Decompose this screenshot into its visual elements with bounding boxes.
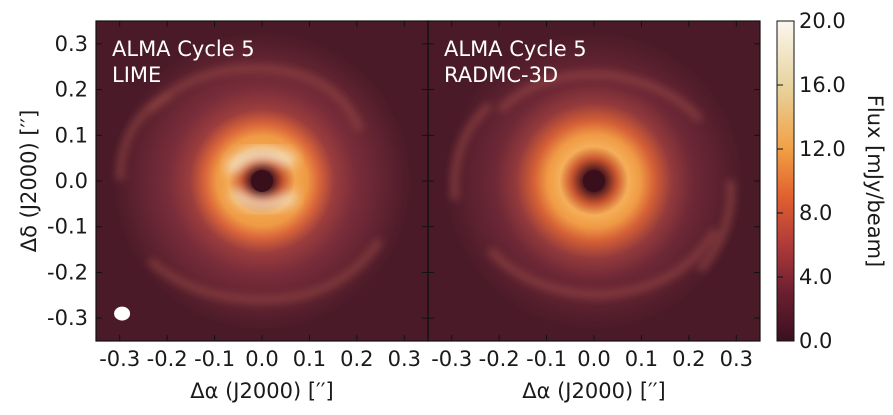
y-tick-label: 0.2	[55, 78, 88, 102]
panel-right-label-1: ALMA Cycle 5	[444, 37, 587, 61]
x-tick-labels: -0.3 -0.2 -0.1 0.0 0.1 0.2 0.3 -0.3 -0.2 -0.1 0.0 0…	[99, 347, 753, 371]
y-tick-label: -0.2	[47, 260, 88, 284]
colorbar	[776, 20, 795, 342]
y-tick-label: 0.1	[55, 123, 88, 147]
beam-ellipse	[114, 306, 131, 321]
axis-ticks	[96, 21, 760, 341]
panel-left-image	[96, 21, 428, 341]
colorbar-tick-label: 0.0	[799, 329, 832, 353]
x-tick-label: 0.3	[388, 347, 421, 371]
colorbar-ticks: 20.0 16.0 12.0 8.0 4.0 0.0	[777, 9, 846, 353]
x-tick-label: -0.1	[194, 347, 235, 371]
x-axis-label-left: Δα (J2000) [′′]	[190, 379, 334, 403]
x-tick-label: -0.3	[431, 347, 472, 371]
x-tick-label: 0.1	[625, 347, 658, 371]
y-tick-label: 0.3	[55, 32, 88, 56]
x-tick-label: -0.2	[147, 347, 188, 371]
colorbar-tick-label: 12.0	[799, 137, 846, 161]
y-tick-label: -0.1	[47, 215, 88, 239]
x-tick-label: 0.2	[340, 347, 373, 371]
panel-left-label-1: ALMA Cycle 5	[112, 37, 255, 61]
x-tick-label: 0.0	[245, 347, 278, 371]
panel-left-label-2: LIME	[112, 63, 161, 87]
x-axis-label-right: Δα (J2000) [′′]	[522, 379, 666, 403]
x-tick-label: 0.1	[293, 347, 326, 371]
colorbar-tick-label: 20.0	[799, 9, 846, 33]
x-tick-label: 0.0	[577, 347, 610, 371]
y-axis-label: Δδ (J2000) [′′]	[17, 110, 41, 253]
y-tick-label: -0.3	[47, 306, 88, 330]
x-tick-label: 0.2	[672, 347, 705, 371]
y-tick-label: 0.0	[55, 169, 88, 193]
x-tick-label: -0.2	[479, 347, 520, 371]
colorbar-tick-label: 4.0	[799, 265, 832, 289]
x-tick-label: 0.3	[720, 347, 753, 371]
panel-right-label-2: RADMC-3D	[444, 63, 558, 87]
x-tick-label: -0.3	[99, 347, 140, 371]
panel-right-image	[428, 21, 760, 341]
colorbar-tick-label: 16.0	[799, 73, 846, 97]
x-tick-label: -0.1	[526, 347, 567, 371]
colorbar-tick-label: 8.0	[799, 201, 832, 225]
y-tick-labels: 0.3 0.2 0.1 0.0 -0.1 -0.2 -0.3	[47, 32, 88, 330]
colorbar-label: Flux [mJy/beam]	[863, 95, 887, 267]
